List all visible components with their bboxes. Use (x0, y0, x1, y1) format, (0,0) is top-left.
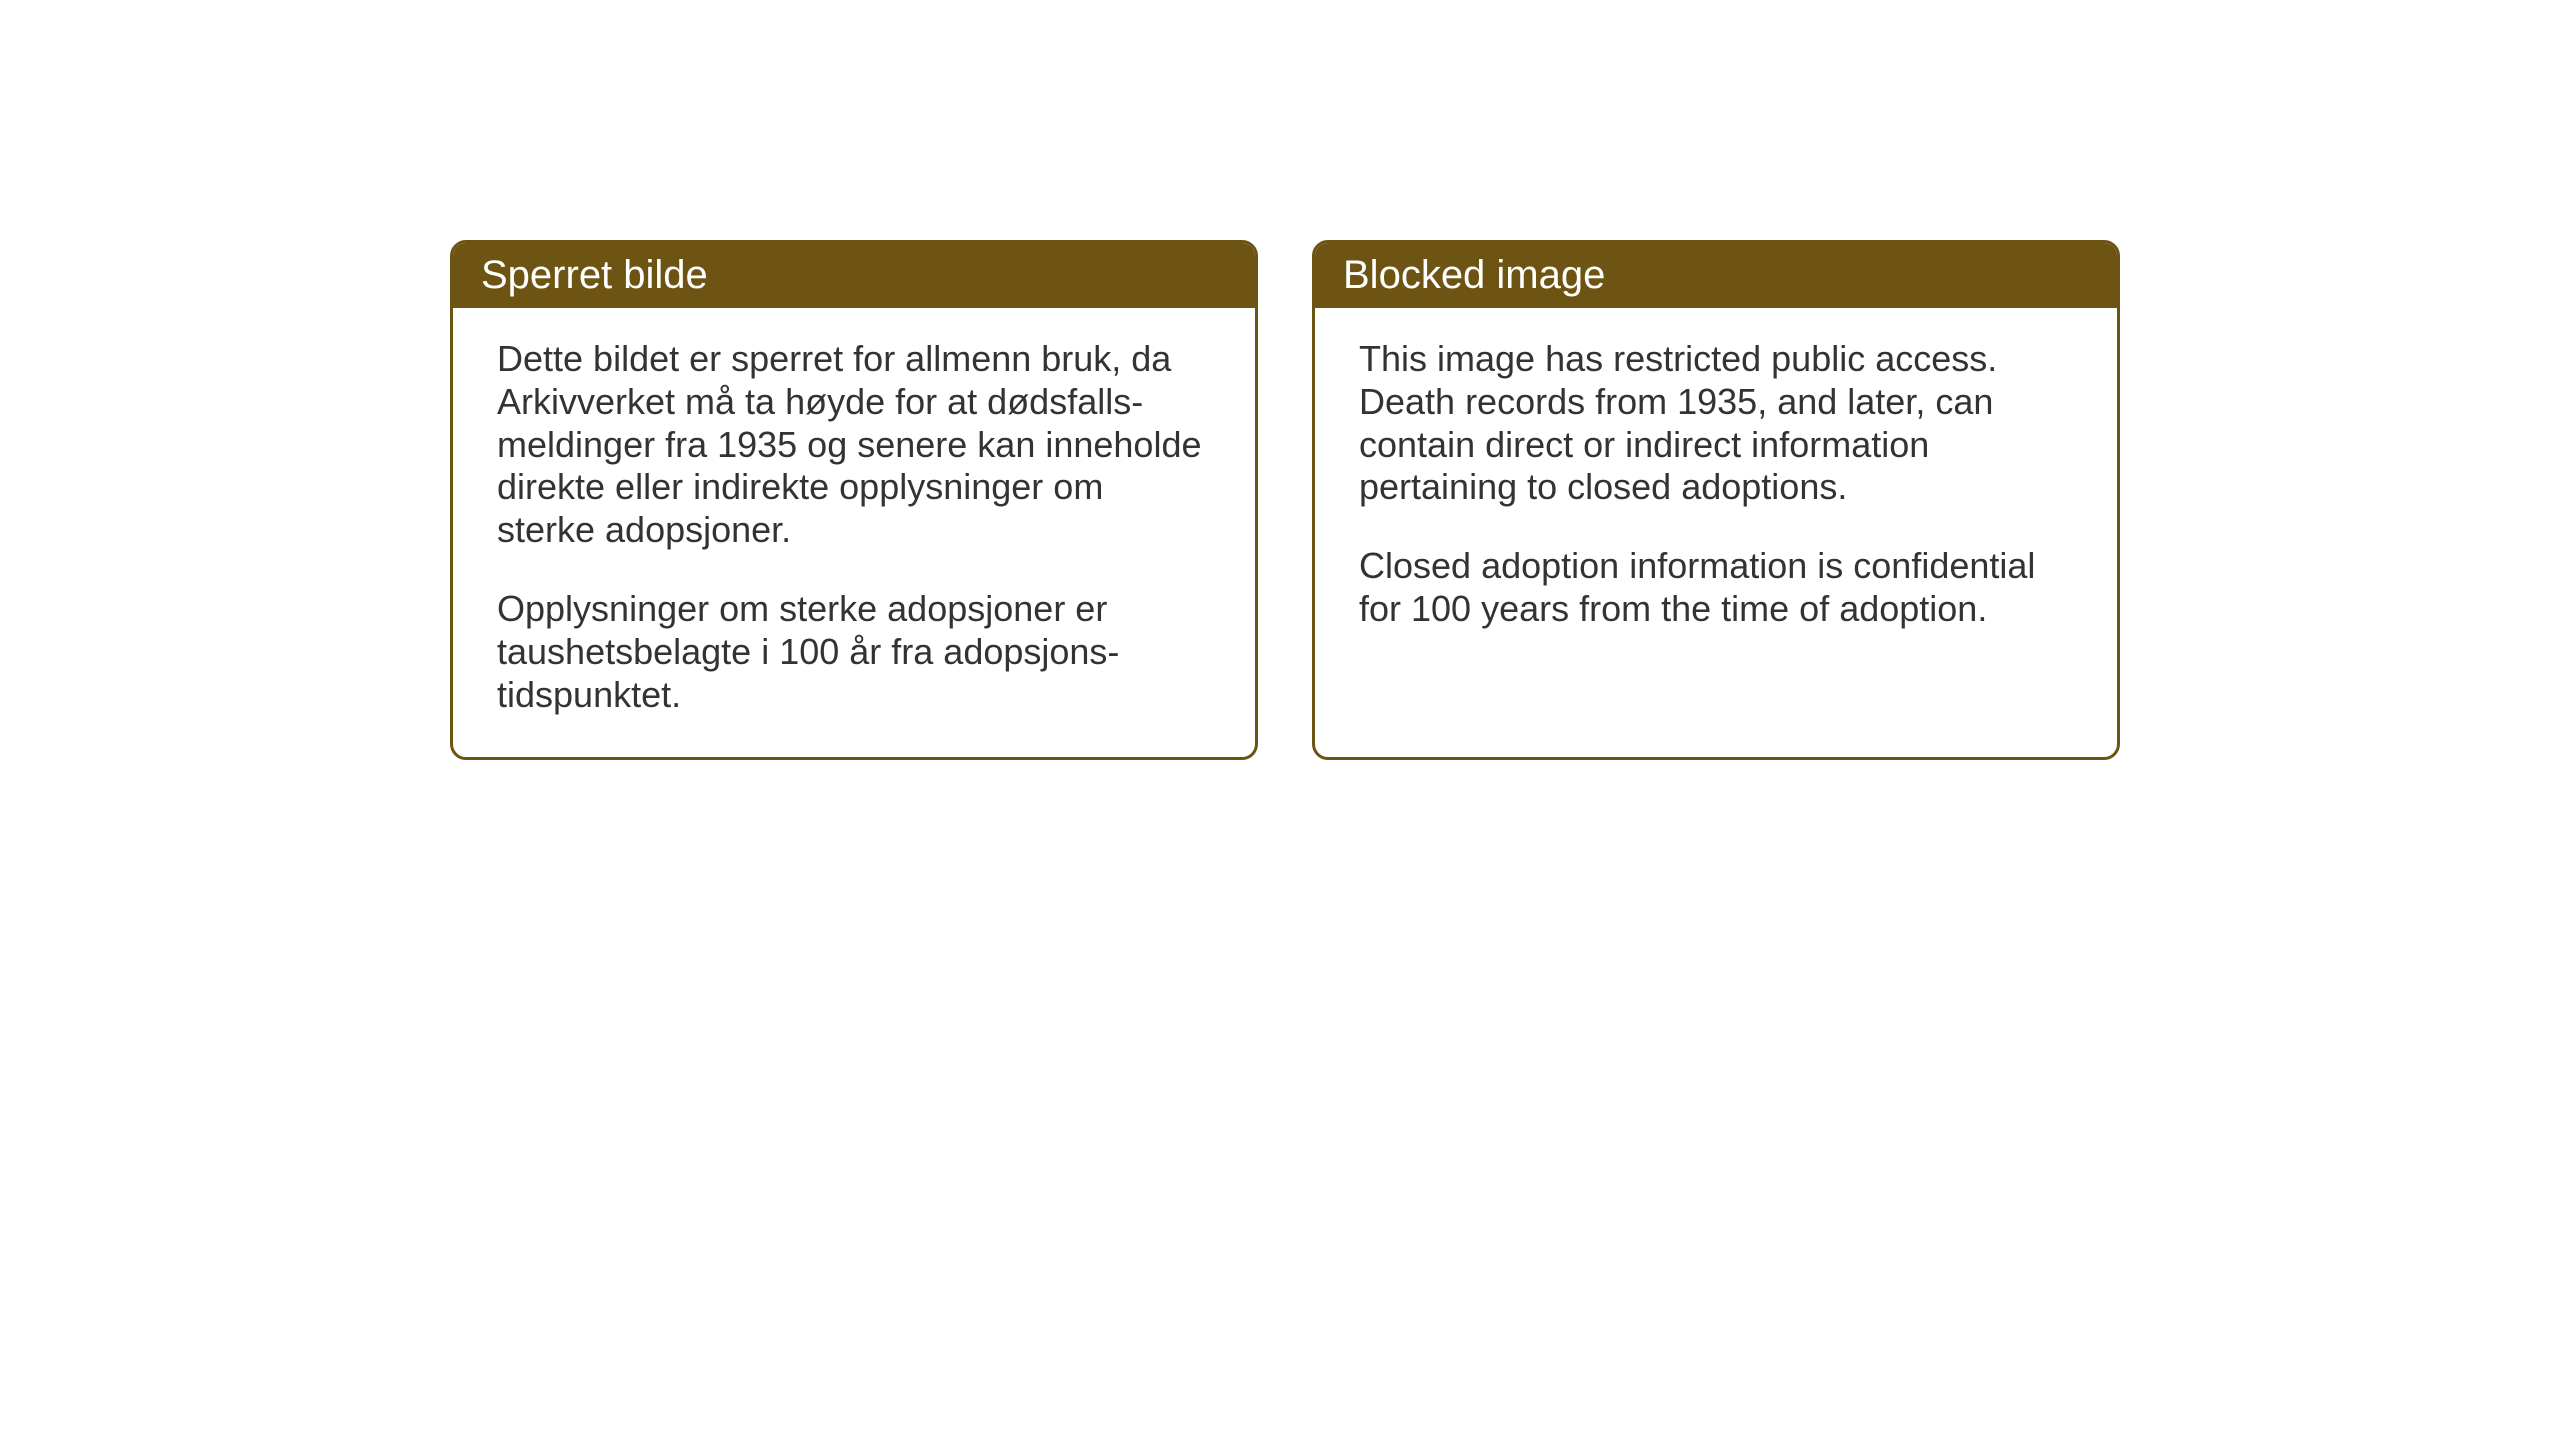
english-paragraph-2: Closed adoption information is confident… (1359, 545, 2073, 631)
english-card-title: Blocked image (1343, 253, 1605, 297)
english-notice-card: Blocked image This image has restricted … (1312, 240, 2120, 760)
english-card-header: Blocked image (1315, 243, 2117, 308)
norwegian-card-header: Sperret bilde (453, 243, 1255, 308)
norwegian-notice-card: Sperret bilde Dette bildet er sperret fo… (450, 240, 1258, 760)
norwegian-card-title: Sperret bilde (481, 253, 708, 297)
norwegian-card-body: Dette bildet er sperret for allmenn bruk… (453, 308, 1255, 757)
english-card-body: This image has restricted public access.… (1315, 308, 2117, 740)
norwegian-paragraph-2: Opplysninger om sterke adopsjoner er tau… (497, 588, 1211, 716)
notice-cards-container: Sperret bilde Dette bildet er sperret fo… (450, 240, 2120, 760)
norwegian-paragraph-1: Dette bildet er sperret for allmenn bruk… (497, 338, 1211, 552)
english-paragraph-1: This image has restricted public access.… (1359, 338, 2073, 509)
